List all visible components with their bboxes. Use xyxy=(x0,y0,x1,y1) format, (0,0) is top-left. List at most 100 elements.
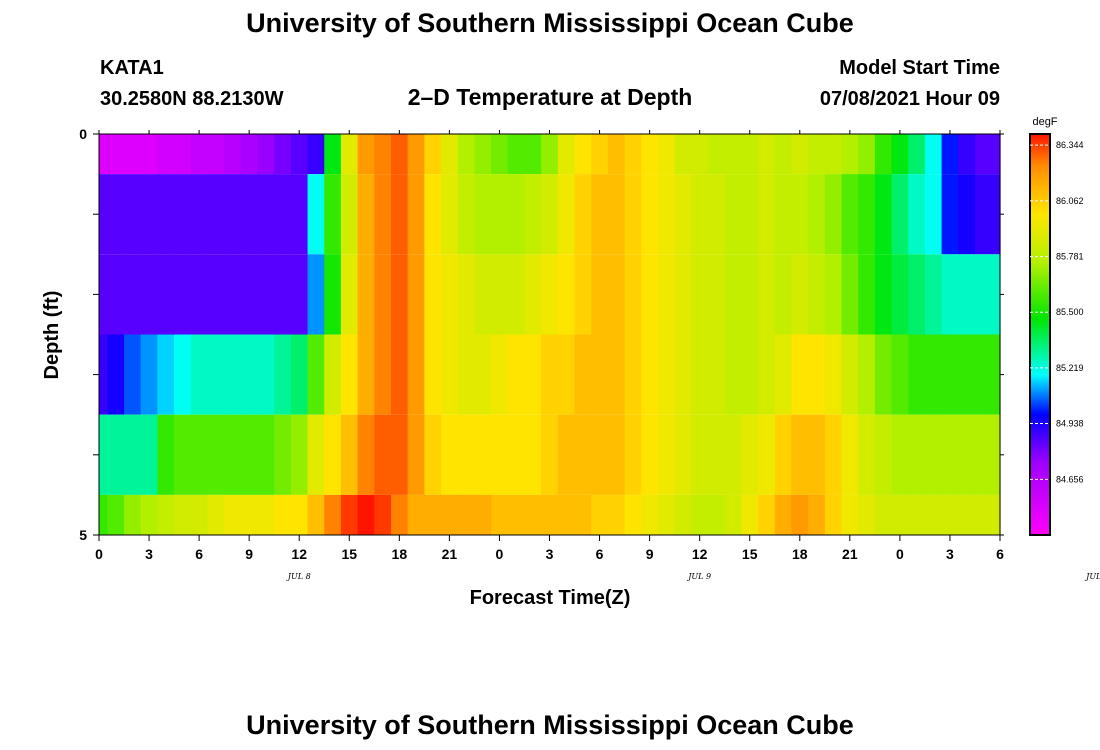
heatmap-cell xyxy=(257,494,275,535)
heatmap-cell xyxy=(974,494,993,535)
heatmap-cell xyxy=(140,494,158,535)
heatmap-cell xyxy=(274,494,292,535)
heatmap-cell xyxy=(390,254,409,335)
heatmap-cell xyxy=(941,134,959,175)
heatmap-cell xyxy=(474,494,492,535)
x-tick-label: 3 xyxy=(546,546,554,562)
heatmap-cell xyxy=(541,254,559,335)
heatmap-cell xyxy=(891,414,909,495)
heatmap-cell xyxy=(774,494,793,535)
colorbar-label: 86.062 xyxy=(1056,196,1084,206)
heatmap-cell xyxy=(741,414,759,495)
heatmap-cell xyxy=(491,334,509,415)
heatmap-cell xyxy=(591,414,609,495)
heatmap-cell xyxy=(99,414,108,495)
heatmap-cell xyxy=(557,254,576,335)
heatmap-cell xyxy=(424,494,442,535)
heatmap-cell xyxy=(99,134,108,175)
heatmap-cell xyxy=(390,134,409,175)
heatmap-cell xyxy=(641,134,659,175)
heatmap-cell xyxy=(224,174,242,255)
heatmap-cell xyxy=(824,254,843,335)
heatmap-cell xyxy=(574,334,592,415)
heatmap-cell xyxy=(424,174,442,255)
heatmap-cell xyxy=(340,414,359,495)
heatmap-cell xyxy=(674,494,692,535)
heatmap-cell xyxy=(991,174,1001,255)
heatmap-cell xyxy=(257,414,275,495)
heatmap-cell xyxy=(207,174,225,255)
heatmap-cell xyxy=(908,414,926,495)
heatmap-cell xyxy=(290,494,309,535)
heatmap-cell xyxy=(441,414,459,495)
heatmap-cell xyxy=(641,494,659,535)
colorbar-label: 84.656 xyxy=(1056,474,1084,484)
heatmap-cell xyxy=(224,494,242,535)
heatmap-cell xyxy=(340,494,359,535)
heatmap-cell xyxy=(691,254,709,335)
heatmap-cell xyxy=(891,174,909,255)
heatmap-cell xyxy=(841,334,859,415)
heatmap-cell xyxy=(941,414,959,495)
heatmap-cell xyxy=(708,334,726,415)
heatmap-cell xyxy=(991,334,1001,415)
heatmap-cell xyxy=(190,494,209,535)
heatmap-cell xyxy=(107,174,125,255)
heatmap-cell xyxy=(407,174,425,255)
heatmap-cell xyxy=(741,134,759,175)
heatmap-cell xyxy=(924,494,943,535)
heatmap-cell xyxy=(140,174,158,255)
heatmap-cell xyxy=(99,494,108,535)
heatmap-cell xyxy=(874,254,893,335)
station-coordinates: 30.2580N 88.2130W xyxy=(100,88,284,110)
heatmap-cell xyxy=(99,334,108,415)
x-tick-label: 15 xyxy=(742,546,758,562)
heatmap-cell xyxy=(340,254,359,335)
heatmap-cell xyxy=(657,414,676,495)
heatmap-cell xyxy=(407,134,425,175)
heatmap-cell xyxy=(574,174,592,255)
heatmap-cell xyxy=(624,494,642,535)
heatmap-cell xyxy=(290,334,309,415)
heatmap-cell xyxy=(207,134,225,175)
heatmap-cell xyxy=(974,174,993,255)
heatmap-cell xyxy=(891,254,909,335)
heatmap-cell xyxy=(507,494,526,535)
heatmap-cell xyxy=(708,494,726,535)
heatmap-cell xyxy=(491,254,509,335)
heatmap-cell xyxy=(841,174,859,255)
heatmap-cell xyxy=(124,494,142,535)
heatmap-cell xyxy=(107,134,125,175)
heatmap-cell xyxy=(140,254,158,335)
heatmap-cell xyxy=(491,414,509,495)
heatmap-cell xyxy=(908,494,926,535)
heatmap-cell xyxy=(340,134,359,175)
heatmap-cell xyxy=(724,494,742,535)
heatmap-cell xyxy=(124,334,142,415)
heatmap-cell xyxy=(557,334,576,415)
heatmap-cell xyxy=(441,174,459,255)
heatmap-cell xyxy=(858,494,876,535)
heatmap-cell xyxy=(390,414,409,495)
heatmap-cell xyxy=(507,254,526,335)
heatmap-cell xyxy=(457,134,476,175)
heatmap-cell xyxy=(407,494,425,535)
x-tick-label: 3 xyxy=(946,546,954,562)
heatmap-cell xyxy=(124,174,142,255)
heatmap-cell xyxy=(240,334,259,415)
heatmap-cell xyxy=(541,174,559,255)
heatmap-cell xyxy=(307,414,325,495)
heatmap-cell xyxy=(174,494,192,535)
heatmap-cell xyxy=(324,494,342,535)
heatmap-cell xyxy=(274,174,292,255)
heatmap-cell xyxy=(274,334,292,415)
heatmap-cell xyxy=(190,134,209,175)
heatmap-cell xyxy=(207,254,225,335)
heatmap-cell xyxy=(574,494,592,535)
heatmap-cell xyxy=(808,254,826,335)
heatmap-cell xyxy=(240,174,259,255)
footer-title: University of Southern Mississippi Ocean… xyxy=(246,710,854,740)
heatmap-cell xyxy=(491,174,509,255)
heatmap-cell xyxy=(874,494,893,535)
heatmap-cell xyxy=(174,334,192,415)
